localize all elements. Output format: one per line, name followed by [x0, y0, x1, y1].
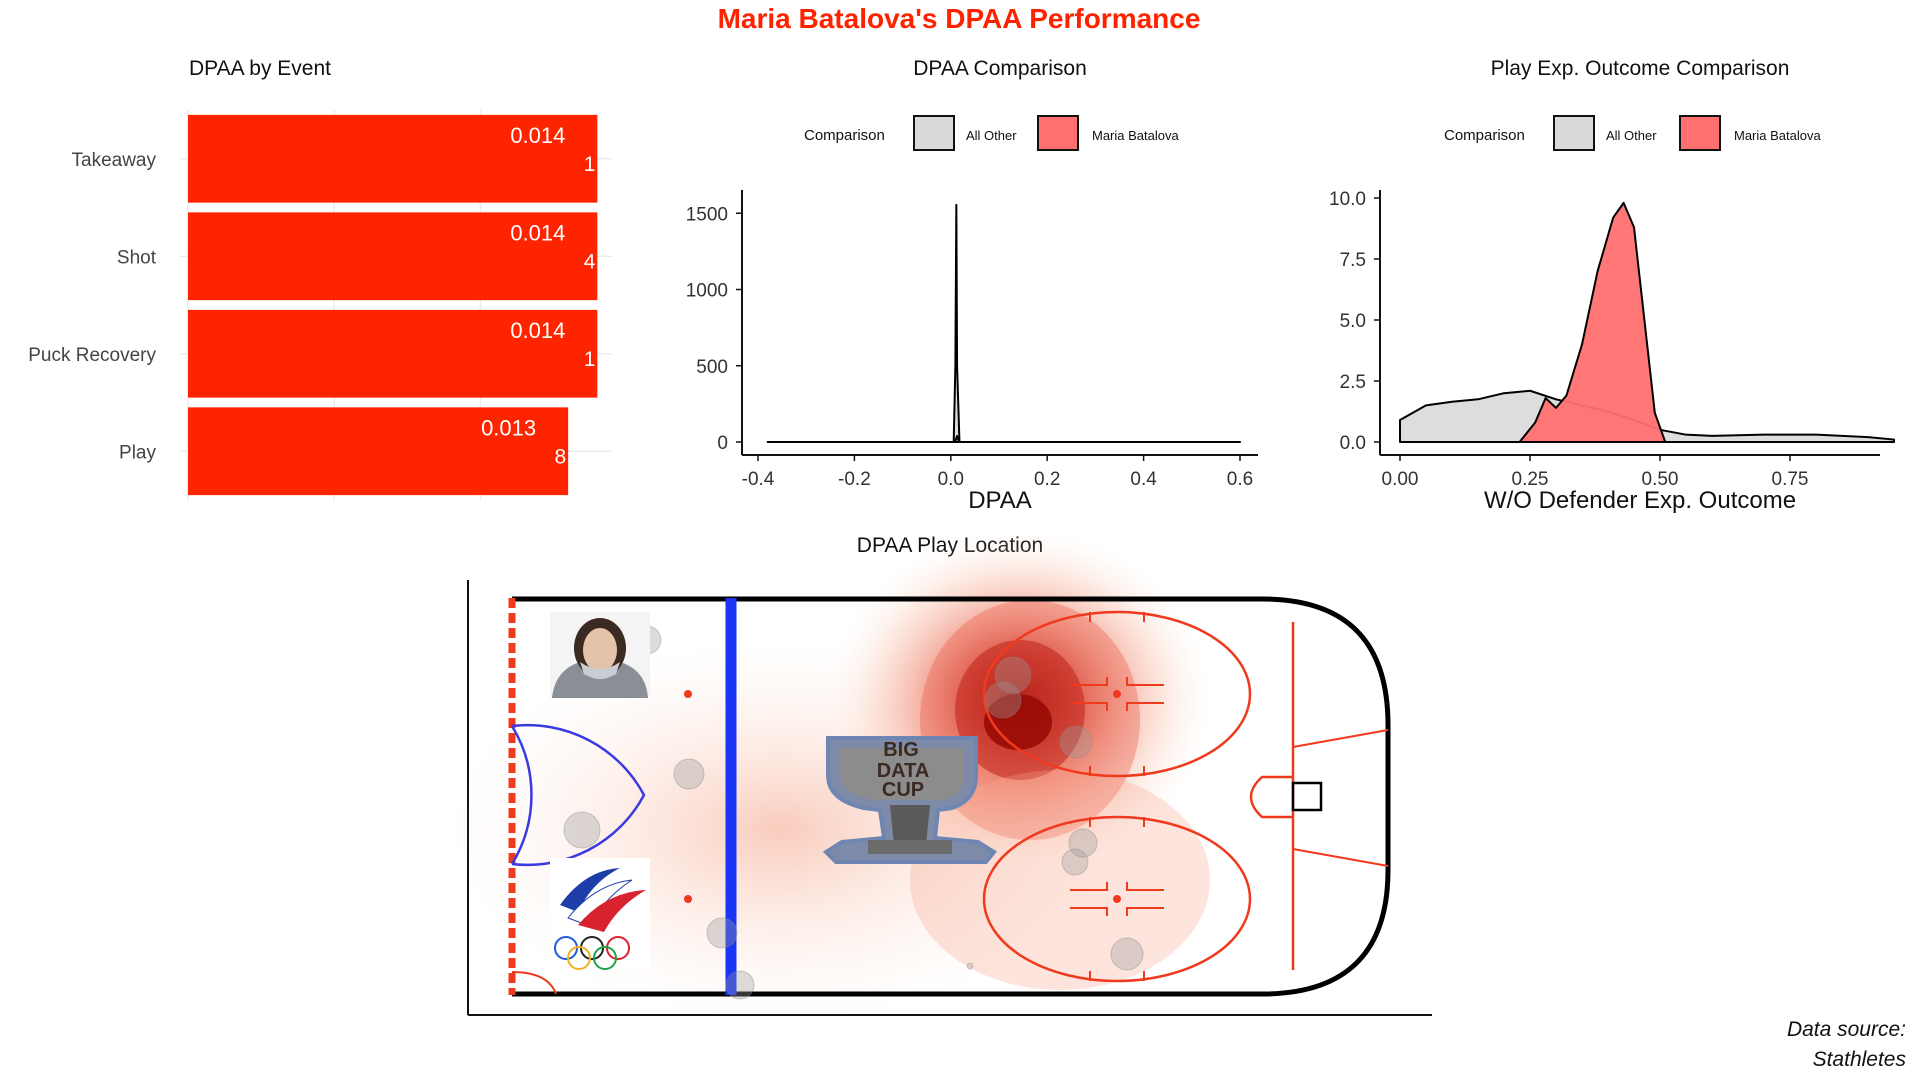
value-label: 0.014 [510, 123, 565, 148]
x-tick-label: 0.4 [1130, 469, 1157, 490]
panel1-bars: Takeaway 0.014 1 Shot 0.014 4 Puck Recovery 0.0… [28, 114, 598, 496]
y-tick-label: 1000 [686, 281, 728, 302]
category-label: Takeaway [72, 150, 157, 171]
panel3-ticks: 0.00 0.25 0.50 0.75 0.0 2.5 5.0 7.5 10.0 [1329, 189, 1808, 490]
hockey-rink [508, 596, 1391, 997]
zone-arc-bottom [511, 971, 557, 995]
panel-play-location: DPAA Play Location [450, 530, 1432, 1020]
play-point [563, 811, 601, 849]
legend-label-maria: Maria Batalova [1734, 128, 1821, 143]
faceoff-dot [1113, 690, 1121, 698]
count-label: 1 [584, 348, 596, 371]
faceoff-circle-top [982, 610, 1252, 778]
logo-text-cup: CUP [882, 779, 924, 801]
x-tick-label: 0.75 [1772, 469, 1809, 490]
y-tick-label: 10.0 [1329, 189, 1366, 210]
count-label: 8 [554, 445, 566, 468]
bar [188, 114, 598, 203]
play-point [966, 962, 974, 970]
neutral-dot [684, 895, 692, 903]
x-tick-label: 0.0 [938, 469, 964, 490]
hash-marks [1070, 612, 1389, 981]
legend-key-all-other [1553, 115, 1595, 151]
play-point [1110, 937, 1144, 971]
play-point [1059, 725, 1093, 759]
value-label: 0.013 [481, 415, 536, 440]
center-circle [510, 725, 533, 865]
legend-key-all-other [913, 115, 955, 151]
bar [188, 407, 569, 496]
legend-key-maria [1037, 115, 1079, 151]
count-label: 4 [584, 250, 596, 273]
panel-dpaa-by-event: DPAA by Event Takeaway 0.014 1 Shot 0.014 4 Pu… [28, 57, 612, 500]
y-tick-label: 1500 [686, 204, 728, 225]
panel3-x-label: W/O Defender Exp. Outcome [1484, 487, 1796, 514]
y-tick-label: 500 [696, 357, 728, 378]
category-label: Play [119, 442, 156, 463]
figure-title: Maria Batalova's DPAA Performance [718, 3, 1201, 34]
y-tick-label: 5.0 [1340, 311, 1366, 332]
legend-label-all-other: All Other [1606, 128, 1657, 143]
y-tick-label: 2.5 [1340, 372, 1366, 393]
logo-text-data: DATA [877, 760, 930, 782]
value-label: 0.014 [510, 318, 565, 343]
player-photo [550, 612, 650, 698]
bar [188, 212, 598, 301]
neutral-dot [684, 690, 692, 698]
play-point [725, 970, 755, 1000]
legend-key-maria [1679, 115, 1721, 151]
y-tick-label: 0 [717, 433, 728, 454]
count-label: 1 [584, 153, 596, 176]
source-caption-line2: Stathletes [1813, 1048, 1907, 1071]
panel3-title: Play Exp. Outcome Comparison [1491, 57, 1790, 80]
legend-label-all-other: All Other [966, 128, 1017, 143]
value-label: 0.014 [510, 220, 565, 245]
panel2-legend: Comparison All Other Maria Batalova [804, 115, 1179, 151]
panel-dpaa-comparison: DPAA Comparison Comparison All Other Mar… [686, 57, 1258, 514]
panel2-title: DPAA Comparison [913, 57, 1087, 80]
play-point [994, 656, 1032, 694]
panel2-series [766, 203, 1241, 443]
density-all-other [766, 203, 1241, 443]
play-point [706, 917, 738, 949]
source-caption-line1: Data source: [1787, 1018, 1906, 1041]
big-data-cup-logo: BIG DATA CUP [822, 736, 997, 864]
rink-boards [512, 596, 1391, 997]
y-tick-label: 0.0 [1340, 433, 1366, 454]
play-point [1061, 848, 1089, 876]
density-maria-batalova [953, 434, 961, 443]
category-label: Shot [117, 247, 157, 268]
y-tick-label: 7.5 [1340, 250, 1366, 271]
x-tick-label: 0.2 [1034, 469, 1060, 490]
play-point [984, 681, 1022, 719]
x-tick-label: 0.00 [1382, 469, 1419, 490]
panel2-ticks: -0.4 -0.2 0.0 0.2 0.4 0.6 0 500 1000 1500 [686, 204, 1253, 490]
panel3-legend: Comparison All Other Maria Batalova [1444, 115, 1821, 151]
panel-exp-outcome-comparison: Play Exp. Outcome Comparison Comparison … [1329, 57, 1895, 514]
legend-title: Comparison [804, 127, 885, 144]
team-logo [550, 858, 650, 970]
panel2-x-label: DPAA [968, 487, 1032, 514]
faceoff-dot [1113, 895, 1121, 903]
density-maria-batalova [1518, 201, 1667, 443]
x-tick-label: 0.6 [1227, 469, 1253, 490]
logo-text-big: BIG [883, 739, 919, 761]
x-tick-label: -0.2 [838, 469, 871, 490]
panel3-series [1399, 201, 1895, 443]
category-label: Puck Recovery [28, 345, 156, 366]
goal-crease [1249, 775, 1293, 819]
panel1-title: DPAA by Event [189, 57, 331, 80]
legend-title: Comparison [1444, 127, 1525, 144]
goal-net [1291, 781, 1323, 812]
play-point [673, 758, 705, 790]
x-tick-label: 0.50 [1642, 469, 1679, 490]
x-tick-label: -0.4 [742, 469, 775, 490]
play-point [1068, 828, 1098, 858]
x-tick-label: 0.25 [1512, 469, 1549, 490]
legend-label-maria: Maria Batalova [1092, 128, 1179, 143]
faceoff-circle-bottom [982, 815, 1252, 983]
bar [188, 309, 598, 398]
